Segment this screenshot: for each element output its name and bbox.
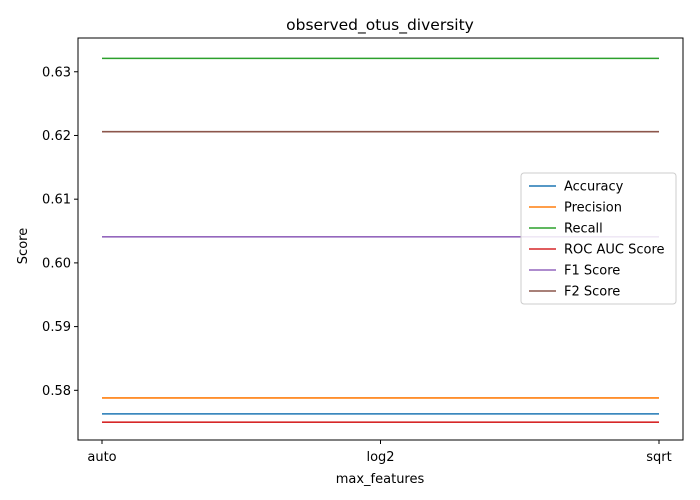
x-tick-label: log2 xyxy=(366,450,394,465)
y-tick-label: 0.61 xyxy=(42,193,71,208)
legend-label-roc-auc-score: ROC AUC Score xyxy=(564,243,665,258)
y-axis: 0.58 0.59 0.60 0.61 0.62 0.63 xyxy=(42,65,78,399)
y-axis-label: Score xyxy=(16,228,31,264)
y-tick-label: 0.60 xyxy=(42,256,71,271)
y-tick-label: 0.59 xyxy=(42,320,71,335)
legend-box xyxy=(520,172,677,305)
legend-label-recall: Recall xyxy=(564,222,603,237)
legend-label-accuracy: Accuracy xyxy=(564,180,624,195)
x-axis: auto log2 sqrt xyxy=(87,440,672,465)
y-tick-label: 0.58 xyxy=(42,384,71,399)
legend-label-f2-score: F2 Score xyxy=(564,285,620,300)
chart-title: observed_otus_diversity xyxy=(286,16,474,35)
y-tick-label: 0.63 xyxy=(42,65,71,80)
x-tick-label: auto xyxy=(87,450,116,465)
x-tick-label: sqrt xyxy=(646,450,671,465)
legend-label-f1-score: F1 Score xyxy=(564,264,620,279)
legend: Accuracy Precision Recall ROC AUC Score F1 S… xyxy=(520,172,677,305)
x-axis-label: max_features xyxy=(336,472,425,487)
legend-label-precision: Precision xyxy=(564,201,622,216)
y-tick-label: 0.62 xyxy=(42,129,71,144)
